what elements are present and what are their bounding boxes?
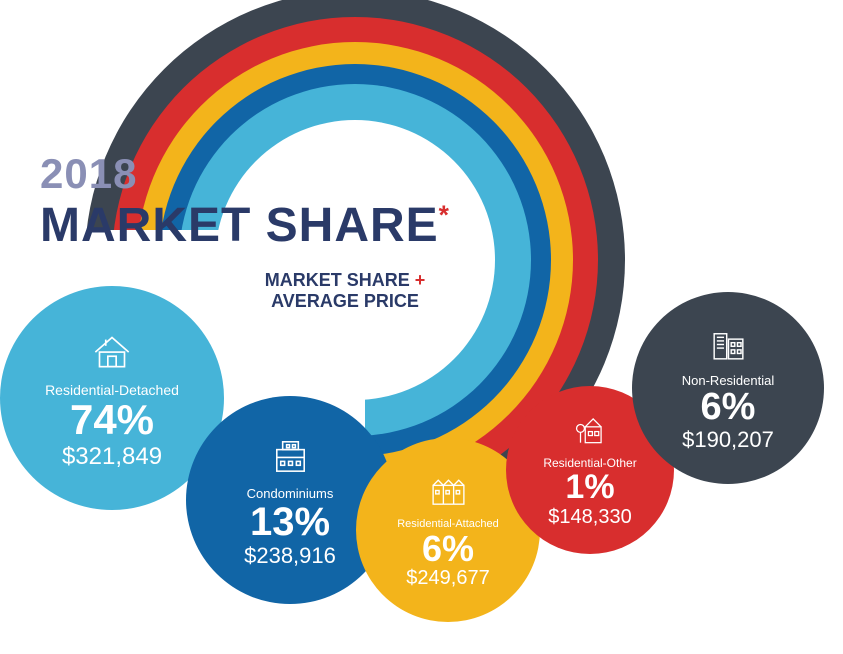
center-line2: AVERAGE PRICE	[271, 291, 419, 311]
condominiums-label: Condominiums	[247, 486, 334, 501]
bubble-non_residential: Non-Residential6%$190,207	[632, 292, 824, 484]
infographic-stage: 2018 MARKET SHARE* MARKET SHARE + AVERAG…	[0, 0, 843, 654]
title-block: 2018 MARKET SHARE*	[40, 150, 450, 253]
condo-icon	[267, 432, 314, 479]
residential_attached-pct: 6%	[422, 530, 474, 568]
non_residential-price: $190,207	[682, 427, 774, 453]
residential_detached-price: $321,849	[62, 443, 162, 471]
headline-asterisk: *	[439, 200, 450, 230]
residential_detached-pct: 74%	[70, 398, 154, 442]
title-year: 2018	[40, 150, 450, 198]
condominiums-icon-wrap	[267, 432, 314, 484]
condominiums-pct: 13%	[250, 501, 330, 543]
condominiums-price: $238,916	[244, 543, 336, 569]
non_residential-icon-wrap	[707, 323, 750, 371]
residential_other-icon-wrap	[571, 411, 609, 454]
non_residential-pct: 6%	[701, 388, 756, 428]
residential_attached-price: $249,677	[406, 567, 489, 590]
commercial-icon	[707, 323, 750, 366]
residential_detached-icon-wrap	[87, 325, 137, 380]
residential_other-price: $148,330	[548, 506, 631, 529]
center-caption: MARKET SHARE + AVERAGE PRICE	[235, 270, 455, 312]
title-headline: MARKET SHARE*	[40, 198, 450, 253]
rowhouse-icon	[428, 470, 469, 511]
house-icon	[87, 325, 137, 375]
other-house-icon	[571, 411, 609, 449]
headline-text: MARKET SHARE	[40, 199, 439, 252]
center-plus: +	[415, 270, 426, 290]
residential_attached-icon-wrap	[428, 470, 469, 516]
center-line1: MARKET SHARE	[265, 270, 410, 290]
residential_other-pct: 1%	[565, 470, 614, 506]
